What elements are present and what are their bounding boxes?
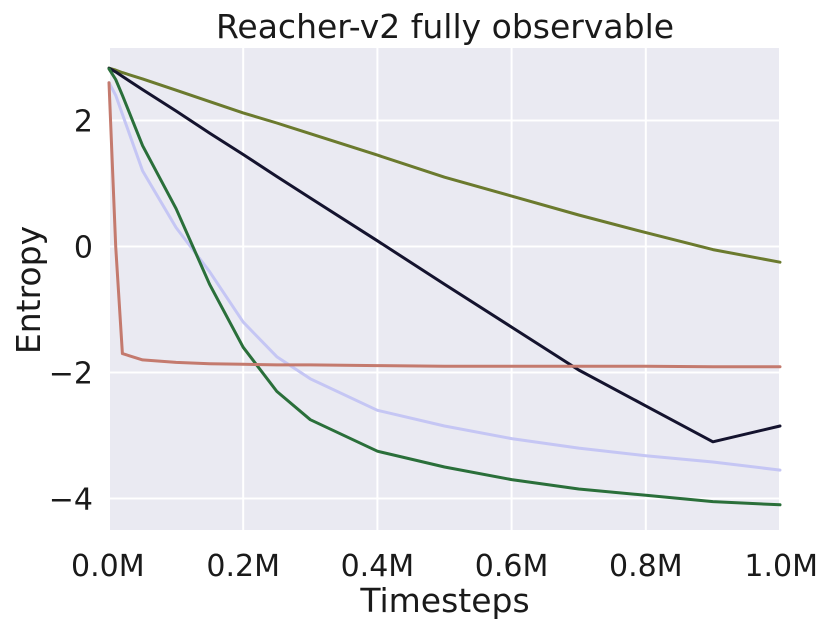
series-line-1 [107, 66, 782, 264]
y-tick-label: −2 [49, 356, 93, 391]
y-axis-label: Entropy [9, 226, 48, 354]
x-tick-label: 0.8M [609, 549, 683, 584]
y-tick-label: 2 [74, 104, 93, 139]
series-lines [107, 66, 782, 507]
y-tick-labels: 2 0 −2 −4 [49, 104, 93, 517]
x-tick-label: 1.0M [744, 549, 818, 584]
series-line-3 [107, 81, 782, 472]
x-axis-label: Timesteps [359, 581, 529, 620]
series-line-2 [107, 66, 782, 444]
series-line-5 [107, 81, 782, 369]
x-tick-label: 0.0M [71, 549, 145, 584]
chart-title: Reacher-v2 fully observable [216, 7, 674, 46]
x-tick-label: 0.6M [475, 549, 549, 584]
y-tick-label: 0 [74, 230, 93, 265]
x-tick-label: 0.4M [341, 549, 415, 584]
series-line-4 [107, 67, 782, 507]
x-tick-labels: 0.0M 0.2M 0.4M 0.6M 0.8M 1.0M [71, 549, 818, 584]
y-tick-label: −4 [49, 482, 93, 517]
x-tick-label: 0.2M [206, 549, 280, 584]
